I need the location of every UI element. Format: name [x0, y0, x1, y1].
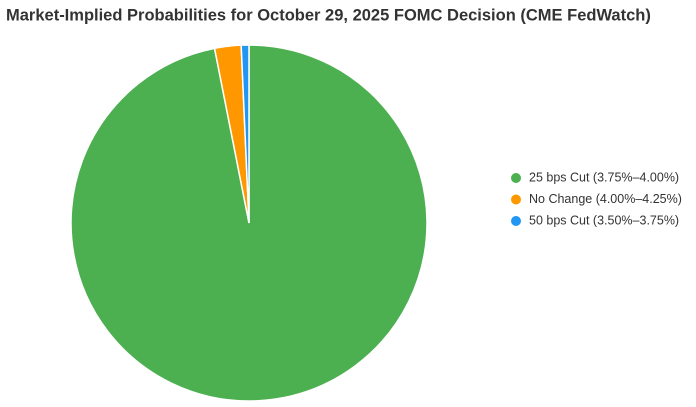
legend-label: 50 bps Cut (3.50%–3.75%) [529, 213, 679, 227]
legend-marker [511, 173, 521, 183]
legend-marker [511, 216, 521, 226]
pie-slice [240, 44, 250, 224]
legend-label: No Change (4.00%–4.25%) [529, 192, 682, 206]
legend-label: 25 bps Cut (3.75%–4.00%) [529, 170, 679, 184]
chart-title: Market-Implied Probabilities for October… [6, 6, 651, 24]
legend-marker [511, 194, 521, 205]
